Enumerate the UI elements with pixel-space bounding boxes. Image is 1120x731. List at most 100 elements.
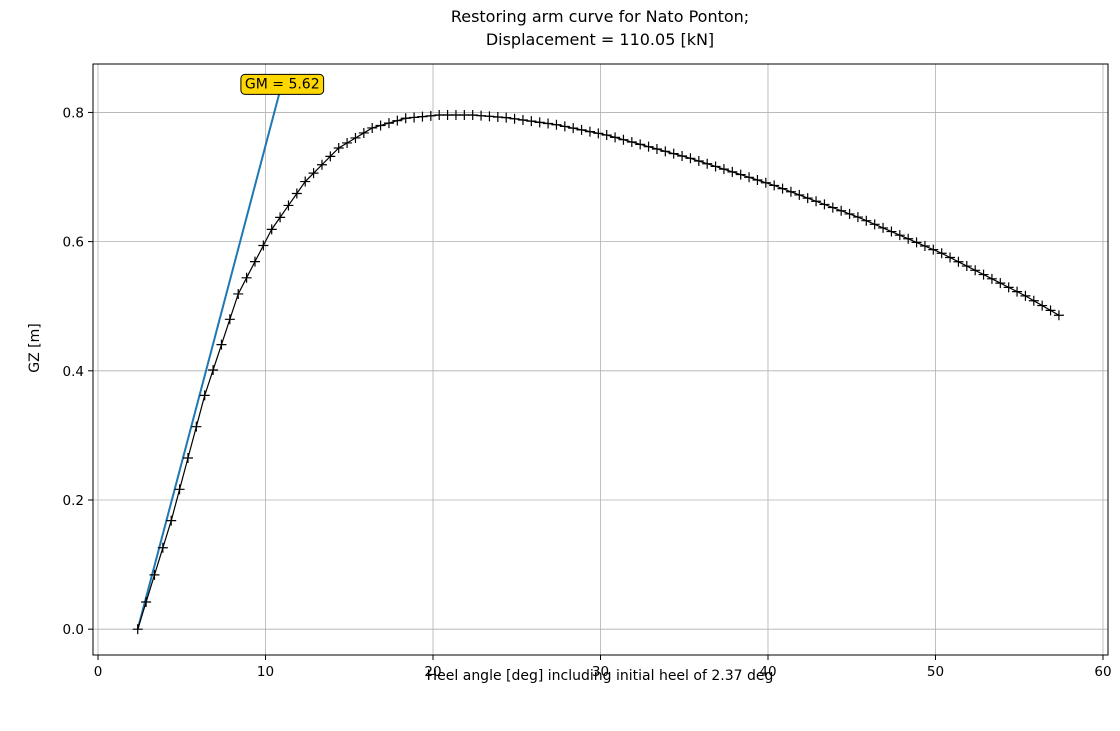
- gz-point-marker: [543, 118, 554, 129]
- gz-point-marker: [300, 176, 311, 187]
- gz-curve-line: [137, 114, 1060, 630]
- x-tick-label: 20: [424, 664, 441, 680]
- gz-point-marker: [660, 146, 671, 157]
- gz-point-marker: [1003, 282, 1014, 293]
- gz-point-marker: [928, 244, 939, 255]
- gz-point-marker: [551, 119, 562, 130]
- gz-point-marker: [291, 188, 302, 199]
- x-tick-label: 60: [1094, 664, 1111, 680]
- y-tick-label: 0.8: [63, 105, 84, 121]
- gz-point-marker: [827, 202, 838, 213]
- gz-point-marker: [978, 269, 989, 280]
- x-axis-label: Heel angle [deg] including initial heel …: [427, 668, 774, 684]
- gz-point-marker: [425, 110, 436, 121]
- gz-point-marker: [635, 139, 646, 150]
- gz-point-marker: [727, 166, 738, 177]
- gz-point-marker: [559, 121, 570, 132]
- gz-point-marker: [241, 272, 252, 283]
- gz-point-marker: [157, 542, 168, 553]
- gz-point-marker: [811, 196, 822, 207]
- tangent-series: [136, 89, 282, 630]
- gz-point-marker: [517, 114, 528, 125]
- gz-point-marker: [844, 208, 855, 219]
- gz-point-marker: [283, 200, 294, 211]
- gz-point-marker: [568, 123, 579, 134]
- gz-point-marker: [861, 215, 872, 226]
- gz-point-marker: [434, 110, 445, 121]
- gm-annotation-box: [240, 73, 325, 95]
- gz-point-marker: [450, 110, 461, 121]
- gz-point-marker: [886, 226, 897, 237]
- gz-point-marker: [1037, 300, 1048, 311]
- plot-area-frame: [92, 63, 1109, 656]
- gz-point-marker: [769, 180, 780, 191]
- gz-point-marker: [375, 120, 386, 131]
- gz-point-marker: [249, 256, 260, 267]
- gz-point-marker: [417, 111, 428, 122]
- gz-point-marker: [945, 252, 956, 263]
- gz-point-marker: [1028, 295, 1039, 306]
- gz-point-marker: [903, 233, 914, 244]
- gz-point-marker: [961, 261, 972, 272]
- gz-point-marker: [467, 110, 478, 121]
- gm-annotation-label: GM = 5.62: [245, 76, 320, 92]
- x-tick-label: 10: [257, 664, 274, 680]
- gz-point-marker: [651, 144, 662, 155]
- gz-point-marker: [953, 256, 964, 267]
- gz-point-marker: [677, 150, 688, 161]
- gz-point-marker: [693, 156, 704, 167]
- gz-point-marker: [350, 132, 361, 143]
- gz-point-marker: [409, 112, 420, 123]
- x-tick-label: 0: [94, 664, 103, 680]
- gz-point-marker: [492, 111, 503, 122]
- gz-point-marker: [400, 113, 411, 124]
- gz-point-marker: [869, 219, 880, 230]
- gz-point-marker: [509, 113, 520, 124]
- chart-title: Restoring arm curve for Nato Ponton;: [451, 7, 749, 26]
- gz-point-marker: [601, 130, 612, 141]
- gz-point-marker: [584, 126, 595, 137]
- gz-point-marker: [1045, 305, 1056, 316]
- gz-point-marker: [476, 110, 487, 121]
- x-tick-label: 50: [927, 664, 944, 680]
- gz-point-marker: [744, 172, 755, 183]
- gz-point-marker: [668, 148, 679, 159]
- gz-point-marker: [593, 128, 604, 139]
- gz-point-marker: [836, 205, 847, 216]
- gz-point-marker: [685, 153, 696, 164]
- gz-point-marker: [325, 151, 336, 162]
- gz-point-marker: [501, 112, 512, 123]
- gz-point-marker: [936, 248, 947, 259]
- gz-point-marker: [710, 161, 721, 172]
- gz-point-marker: [333, 142, 344, 153]
- gz-point-marker: [358, 127, 369, 138]
- gz-point-marker: [1012, 286, 1023, 297]
- gz-point-marker: [819, 199, 830, 210]
- x-tick-label: 30: [592, 664, 609, 680]
- y-tick-label: 0.4: [63, 364, 84, 380]
- gm-tangent-line: [136, 89, 282, 630]
- gz-point-marker: [643, 141, 654, 152]
- gz-point-marker: [224, 314, 235, 325]
- gz-point-marker: [216, 339, 227, 350]
- y-tick-label: 0.2: [63, 493, 84, 509]
- gz-point-marker: [995, 278, 1006, 289]
- gz-point-marker: [735, 169, 746, 180]
- gz-point-marker: [911, 237, 922, 248]
- gz-point-marker: [149, 569, 160, 580]
- gm-annotation: GM = 5.62: [240, 73, 325, 95]
- gz-point-marker: [702, 158, 713, 169]
- gz-point-marker: [970, 265, 981, 276]
- gz-point-marker: [760, 177, 771, 188]
- gz-point-marker: [484, 111, 495, 122]
- gz-point-marker: [383, 118, 394, 129]
- gz-point-marker: [777, 183, 788, 194]
- gz-point-marker: [208, 364, 219, 375]
- gz-point-marker: [576, 124, 587, 135]
- gz-point-marker: [141, 597, 152, 608]
- gz-point-marker: [174, 484, 185, 495]
- gz-point-marker: [258, 240, 269, 251]
- y-axis-label: GZ [m]: [27, 323, 43, 372]
- gz-point-marker: [618, 134, 629, 145]
